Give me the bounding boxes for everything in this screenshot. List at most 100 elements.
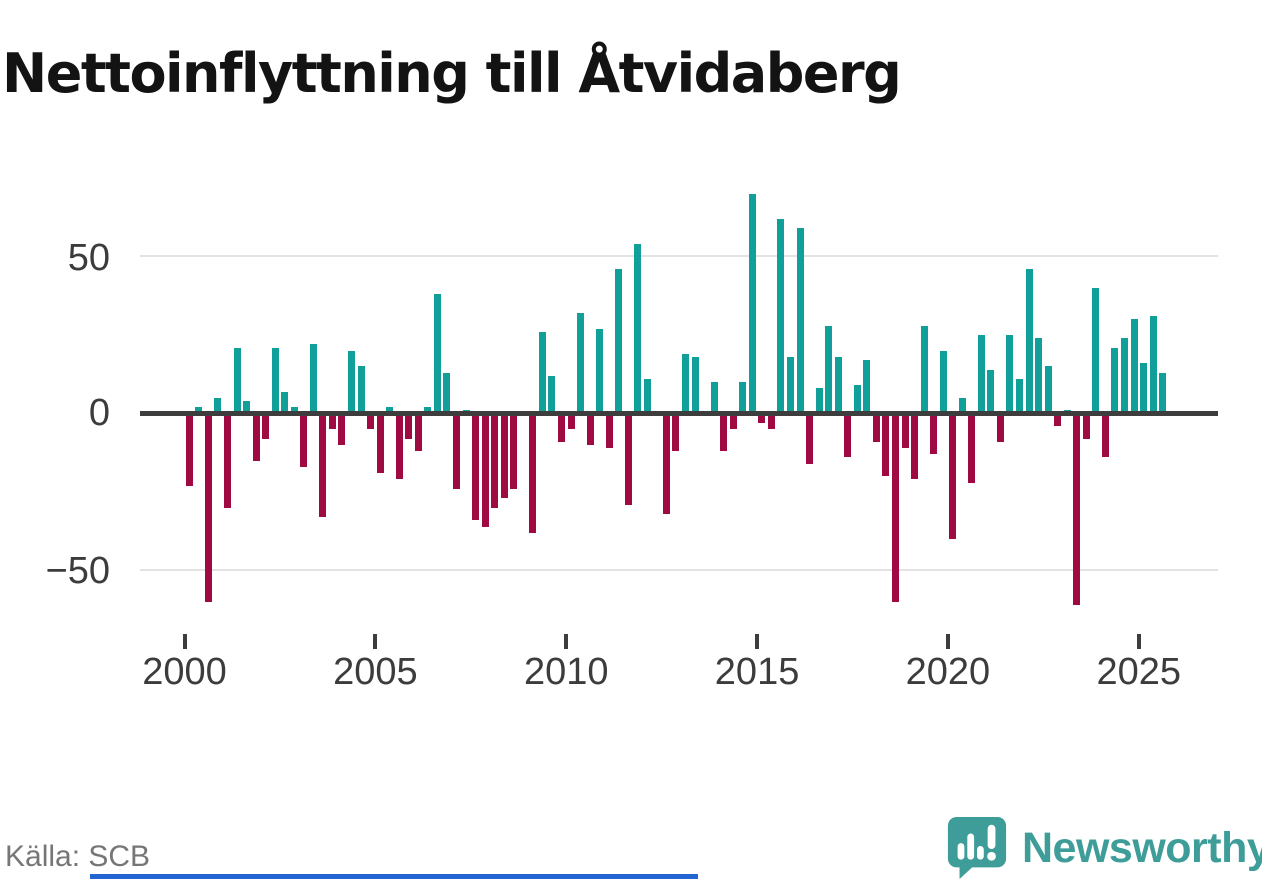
bar-2009-q4	[557, 413, 565, 442]
bar-2008-q2	[500, 413, 508, 499]
bar-2003-q4	[328, 413, 336, 430]
bar-2024-q2	[1111, 347, 1119, 414]
bar-2020-q4	[977, 335, 985, 414]
bar-2020-q3	[968, 413, 976, 483]
bar-2015-q1	[758, 413, 766, 423]
newsworthy-wordmark: Newsworthy	[1022, 824, 1262, 872]
bar-2012-q3	[662, 413, 670, 514]
gridline-50	[140, 255, 1218, 257]
bar-2025-q3	[1159, 372, 1167, 414]
bar-2022-q3	[1044, 366, 1052, 414]
bar-2018-q3	[891, 413, 899, 602]
gridline-minus-50	[140, 569, 1218, 571]
bar-2017-q4	[863, 360, 871, 414]
bar-2013-q2	[691, 356, 699, 414]
bar-2013-q4	[710, 382, 718, 414]
bar-2015-q4	[787, 356, 794, 414]
bar-2024-q3	[1121, 338, 1128, 414]
bar-2002-q3	[281, 391, 289, 414]
x-axis-tick-2020	[945, 634, 950, 649]
bar-2019-q1	[911, 413, 919, 480]
bar-2002-q4	[290, 407, 298, 414]
bar-2010-q2	[577, 313, 585, 414]
bar-2012-q4	[672, 413, 680, 452]
bar-2024-q1	[1101, 413, 1109, 458]
x-axis-tick-2015	[755, 634, 760, 649]
bar-2018-q2	[882, 413, 890, 477]
bar-2011-q1	[605, 413, 613, 449]
bar-2023-q3	[1082, 413, 1090, 439]
bar-2003-q2	[309, 344, 317, 414]
bar-2000-q1	[185, 413, 193, 486]
bar-2014-q2	[729, 413, 737, 430]
bar-2004-q3	[357, 366, 365, 414]
bar-2002-q2	[271, 347, 279, 414]
bar-2019-q3	[930, 413, 938, 455]
bar-2020-q2	[958, 397, 966, 414]
y-axis-label-0: 0	[88, 392, 110, 434]
bar-2023-q4	[1092, 287, 1100, 414]
bar-2021-q4	[1016, 378, 1024, 414]
bar-2016-q2	[806, 413, 814, 464]
bar-2016-q1	[796, 228, 804, 414]
bar-2000-q2	[195, 407, 203, 414]
x-axis-tick-2025	[1136, 634, 1141, 649]
bar-2014-q4	[748, 193, 756, 414]
bar-2025-q1	[1140, 363, 1148, 414]
y-axis-label-50: 50	[67, 237, 110, 279]
bar-2005-q3	[395, 413, 403, 480]
bar-2025-q2	[1149, 316, 1157, 414]
x-axis-label-2000: 2000	[142, 651, 227, 693]
bar-2024-q4	[1130, 319, 1138, 414]
bar-2021-q2	[996, 413, 1004, 442]
bar-2006-q2	[424, 407, 432, 414]
bar-2008-q1	[491, 413, 499, 508]
page-title: Nettoinflyttning till Åtvidaberg	[2, 42, 902, 106]
bar-2013-q1	[682, 353, 690, 414]
x-axis-tick-2005	[373, 634, 378, 649]
bar-2008-q3	[510, 413, 518, 489]
bar-2019-q4	[939, 350, 947, 414]
bar-2016-q4	[825, 325, 833, 414]
bar-2007-q4	[481, 413, 489, 527]
bar-2012-q1	[643, 378, 651, 414]
bar-2016-q3	[815, 388, 823, 414]
bar-2004-q2	[348, 350, 356, 414]
bar-2014-q3	[739, 382, 747, 414]
x-axis-label-2015: 2015	[714, 651, 800, 693]
bar-2022-q2	[1035, 338, 1043, 414]
bar-2004-q4	[367, 413, 375, 430]
bar-2017-q2	[844, 413, 852, 458]
bar-2014-q1	[720, 413, 728, 452]
bar-2003-q3	[319, 413, 327, 518]
bar-2007-q1	[453, 413, 460, 489]
bar-2001-q2	[233, 347, 241, 414]
bar-2006-q1	[414, 413, 422, 452]
bar-chart-speech-bubble-icon	[947, 816, 1007, 880]
bar-2015-q3	[777, 218, 785, 414]
bar-2022-q1	[1025, 269, 1033, 414]
bar-2009-q2	[538, 331, 546, 414]
bar-2006-q4	[443, 372, 451, 414]
bar-2010-q4	[596, 328, 604, 414]
bar-2019-q2	[920, 325, 928, 414]
bar-2023-q2	[1073, 413, 1081, 606]
bar-2001-q3	[243, 400, 251, 414]
x-axis-tick-2000	[182, 634, 187, 649]
bar-2017-q3	[853, 385, 861, 414]
bar-2003-q1	[300, 413, 308, 467]
bar-2004-q1	[338, 413, 346, 445]
bottom-blue-strip	[90, 874, 698, 879]
y-axis-label-minus-50: −50	[45, 550, 110, 592]
bar-2000-q3	[204, 413, 212, 602]
zero-axis-line	[140, 411, 1218, 416]
bar-2006-q3	[433, 294, 441, 414]
source-text: Källa: SCB	[5, 840, 151, 873]
bar-2022-q4	[1054, 413, 1062, 427]
x-axis-label-2020: 2020	[905, 651, 991, 693]
newsworthy-logo: Newsworthy	[946, 816, 1262, 880]
bar-2018-q4	[901, 413, 909, 449]
bar-2010-q1	[567, 413, 575, 430]
bar-2005-q1	[376, 413, 384, 474]
bar-2007-q3	[472, 413, 480, 521]
